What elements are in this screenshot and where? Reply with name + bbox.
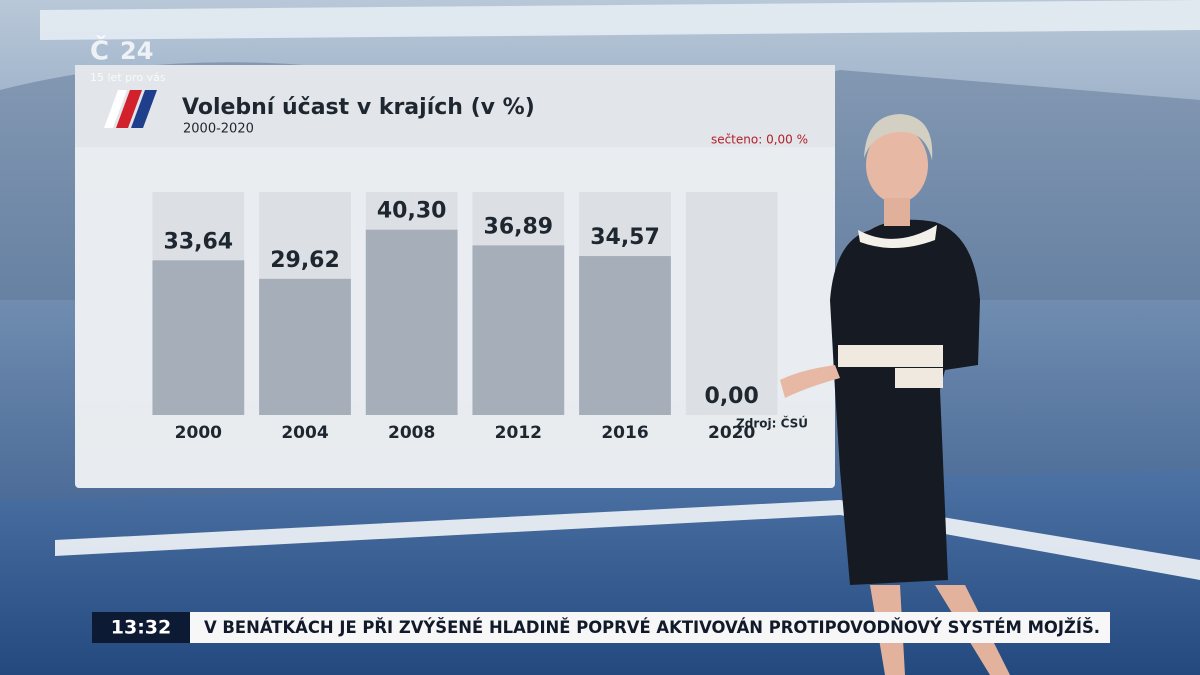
bar (259, 278, 351, 415)
chart-header (75, 65, 835, 147)
logo-stripe (131, 90, 157, 128)
x-tick-label: 2020 (708, 423, 755, 443)
logo-ct: Č (90, 35, 109, 67)
hand (780, 365, 840, 398)
legs (870, 585, 1010, 675)
x-tick-label: 2004 (281, 423, 328, 443)
x-tick-label: 2016 (601, 423, 648, 443)
bar-group: 33,64 2000 29,62 2004 40,30 2008 36,89 2012 34,5… (152, 192, 778, 443)
belt (838, 345, 943, 367)
hair (864, 114, 933, 160)
chart-subtitle: 2000-2020 (183, 122, 254, 137)
ticker-time-box (92, 612, 190, 643)
floor (0, 470, 1200, 675)
neck (884, 198, 910, 226)
ticker-box (190, 612, 1110, 643)
source-label: Zdroj: ČSÚ (736, 416, 808, 431)
collar (858, 225, 937, 249)
belt-tab (895, 368, 943, 388)
bar-track (685, 192, 778, 415)
value-label: 33,64 (164, 229, 234, 254)
logo-channel: 24 (120, 37, 153, 65)
bar (579, 256, 671, 415)
value-label: 40,30 (377, 199, 447, 224)
bar (365, 229, 458, 415)
value-label: 29,62 (270, 248, 340, 273)
dress (830, 219, 980, 586)
ticker-text: V BENÁTKÁCH JE PŘI ZVÝŠENÉ HLADINĚ POPRV… (204, 616, 1100, 638)
head (866, 127, 928, 203)
chart-title: Volební účast v krajích (v %) (182, 95, 535, 120)
bar (152, 260, 245, 415)
value-label: 36,89 (484, 214, 554, 239)
bar (472, 245, 565, 415)
ticker-time: 13:32 (111, 617, 171, 639)
logo-stripe (116, 90, 142, 128)
counted-label: sečteno: 0,00 % (711, 133, 808, 147)
value-label: 0,00 (705, 384, 759, 409)
x-tick-label: 2000 (175, 423, 222, 443)
frame-top (40, 0, 1200, 40)
value-label: 34,57 (590, 225, 660, 250)
presenter (780, 114, 1010, 675)
logo-stripe (104, 90, 127, 128)
x-tick-label: 2008 (388, 423, 435, 443)
logo-tagline: 15 let pro vás (90, 71, 166, 84)
x-tick-label: 2012 (495, 423, 542, 443)
